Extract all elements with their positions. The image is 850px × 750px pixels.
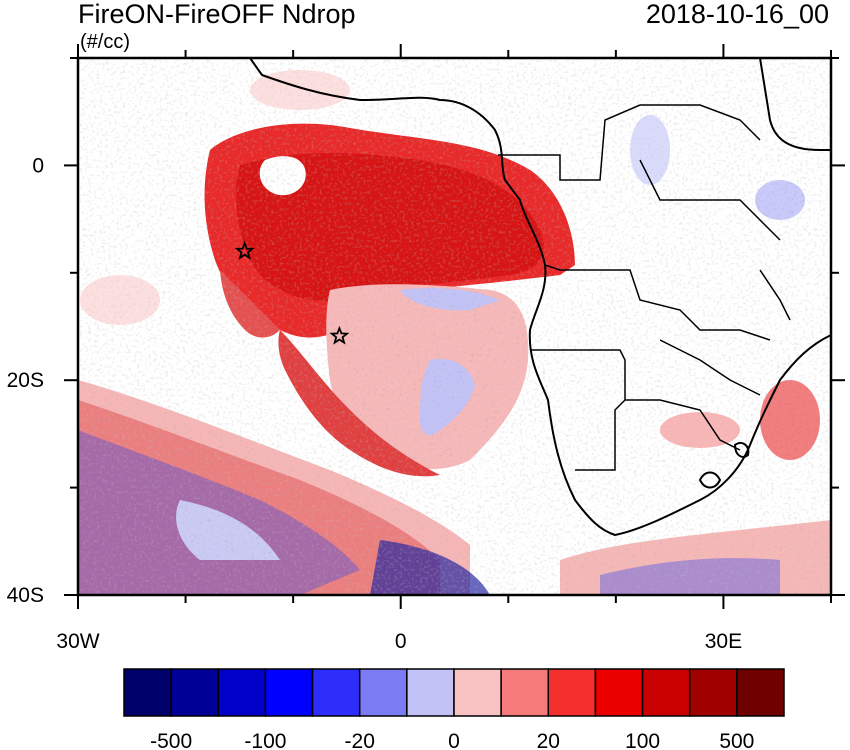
colorbar-label: -500 (150, 730, 192, 750)
plot-title: FireON-FireOFF Ndrop (78, 0, 356, 29)
colorbar-box (736, 668, 785, 717)
star-marker (234, 240, 255, 260)
latitude-labels: 0 20S 40S (7, 154, 44, 607)
star-marker (329, 325, 350, 345)
star-markers (234, 240, 350, 345)
colorbar-box (500, 668, 550, 717)
cloud-speckle (78, 58, 831, 595)
colorbar-label: 20 (537, 730, 560, 750)
colorbar-box (594, 668, 644, 717)
colorbar-label: 500 (719, 730, 754, 750)
colorbar-label: -100 (244, 730, 286, 750)
colorbar-box (453, 668, 502, 717)
colorbar-box (641, 668, 691, 717)
colorbar-box (264, 668, 314, 717)
colorbar (123, 668, 785, 717)
longitude-labels: 30W 0 30E (56, 630, 742, 653)
colorbar-label: -20 (345, 730, 375, 750)
map-frame (76, 56, 833, 597)
map-plot-area (78, 58, 831, 595)
colorbar-box (170, 668, 220, 717)
lon-label: 0 (395, 630, 407, 653)
colorbar-label: 0 (448, 730, 460, 750)
colorbar-box (688, 668, 738, 717)
colorbar-box (406, 668, 455, 717)
datetime-label: 2018-10-16_00 (645, 0, 829, 29)
units-label: (#/cc) (80, 31, 130, 53)
colorbar-labels: -500 -100 -20 0 20 100 500 (150, 730, 754, 750)
colorbar-box (358, 668, 408, 717)
lat-label: 20S (7, 369, 44, 392)
lon-label: 30W (56, 630, 99, 653)
colorbar-box (123, 668, 172, 717)
colorbar-label: 100 (625, 730, 660, 750)
lon-label: 30E (705, 630, 742, 653)
axis-ticks (64, 44, 845, 609)
lat-label: 0 (32, 154, 44, 177)
colorbar-box (311, 668, 361, 717)
country-borders (498, 104, 791, 471)
coastlines (249, 58, 831, 537)
lat-label: 40S (7, 584, 44, 607)
colorbar-box (547, 668, 597, 717)
colorbar-box (217, 668, 267, 717)
